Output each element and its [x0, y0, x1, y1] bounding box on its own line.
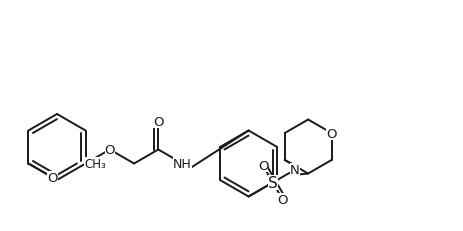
Text: S: S [268, 175, 278, 190]
Text: N: N [290, 164, 300, 177]
Text: O: O [326, 127, 337, 140]
Text: CH₃: CH₃ [84, 157, 106, 170]
Text: O: O [47, 171, 58, 184]
Text: O: O [277, 193, 288, 206]
Text: O: O [258, 159, 268, 172]
Text: O: O [153, 116, 163, 128]
Text: NH: NH [173, 157, 192, 170]
Text: O: O [105, 143, 115, 156]
